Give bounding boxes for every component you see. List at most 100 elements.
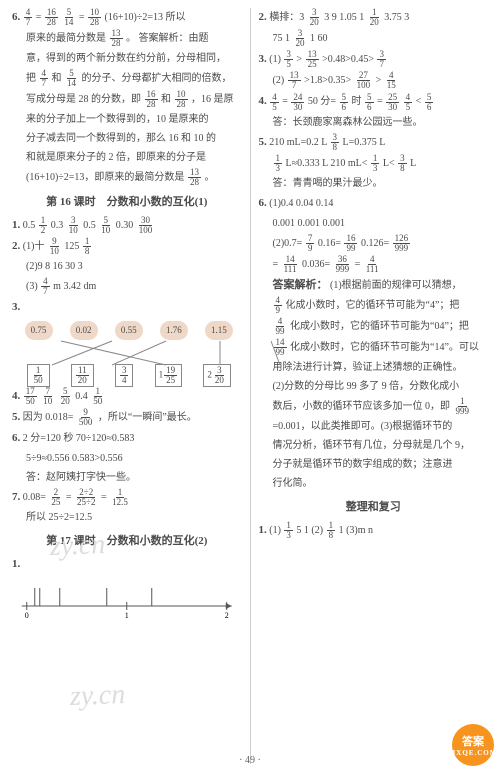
- fraction: 150: [91, 387, 104, 406]
- site-logo: 答案 MXQE.COM: [452, 724, 494, 766]
- fraction: 45: [404, 93, 413, 112]
- bubble: 1.15: [205, 321, 233, 340]
- text-line: 写成分母是 28 的分数，即 1628 和 1028 ，16 是原: [12, 90, 242, 109]
- fraction: 13: [274, 154, 283, 173]
- section-heading: 第 16 课时 分数和小数的互化(1): [12, 193, 242, 212]
- fraction: 56: [425, 93, 434, 112]
- item-number: 4.: [12, 390, 20, 402]
- bubble: 0.75: [25, 321, 53, 340]
- fraction: 520: [59, 387, 72, 406]
- fraction: 2530: [386, 93, 399, 112]
- text-line: 分子减去同一个数得到的，那么 16 和 10 的: [12, 130, 242, 147]
- fraction: 79: [306, 234, 315, 253]
- q6r-l4: = 14111 0.036= 36999 = 4111: [259, 255, 489, 274]
- fraction: 499: [274, 317, 287, 336]
- fraction: 38: [398, 154, 407, 173]
- fraction: 14111: [282, 255, 299, 274]
- analysis-line: =0.001，以此类推即可。(3)根据循环节的: [259, 418, 489, 435]
- q2b: (2)9 8 16 30 3: [12, 258, 242, 275]
- box: 150: [27, 364, 50, 387]
- q4r-ans: 答：长颈鹿家离森林公园远一些。: [259, 114, 489, 131]
- fraction: 225: [49, 488, 62, 507]
- q2c: (3) 47 m 3.42 dm: [12, 277, 242, 296]
- q1: 1. 0.5 12 0.3 310 0.5 510 0.30 30100: [12, 216, 242, 235]
- analysis-line: 情况分析，循环节有几位，分母就是几个 9，: [259, 437, 489, 454]
- box: 11925: [155, 364, 183, 387]
- box: 2320: [203, 364, 231, 387]
- box-row: 150 1120 34 11925 2320: [16, 364, 242, 387]
- fraction: 47: [41, 277, 50, 296]
- analysis-line: 用除法进行计算，验证上述猜想的正确性。: [259, 359, 489, 376]
- bubble: 1.76: [160, 321, 188, 340]
- fraction: 910: [48, 237, 61, 256]
- q6r-l2: 0.001 0.001 0.001: [259, 215, 489, 232]
- fraction: 112.5: [110, 488, 130, 507]
- q2a: 2. (1)十 910 125 18: [12, 237, 242, 256]
- q6l2: 5÷9≈0.556 0.583>0.556: [12, 450, 242, 467]
- section-heading: 第 17 课时 分数和小数的互化(2): [12, 532, 242, 551]
- zl-q1: 1. (1) 13 5 1 (2) 18 1 (3)m n: [259, 521, 489, 540]
- q5r-ans: 答：青青喝的果汁最少。: [259, 175, 489, 192]
- item-number: 6.: [12, 11, 20, 23]
- analysis-line: 数后，小数的循环节应该多加一位 0，即 1999: [259, 397, 489, 416]
- fraction: 27100: [355, 71, 373, 90]
- fraction: 1325: [306, 50, 319, 69]
- fraction: 35: [284, 50, 293, 69]
- analysis-label: 答案解析：: [273, 279, 328, 291]
- q3r: 3. (1) 35 > 1325 >0.48>0.45> 37: [259, 50, 489, 69]
- fraction: 47: [24, 8, 33, 27]
- item-number: 1.: [259, 524, 267, 536]
- bubble: 0.55: [115, 321, 143, 340]
- item-number: 5.: [12, 411, 20, 423]
- bubble-row: 0.75 0.02 0.55 1.76 1.15: [16, 321, 242, 340]
- q6l1: 6. 2 分=120 秒 70÷120≈0.583: [12, 429, 242, 448]
- fraction: 49: [274, 296, 283, 315]
- page-number: · 49 ·: [239, 755, 261, 766]
- fraction: 1028: [175, 90, 188, 109]
- matching-diagram: 0.75 0.02 0.55 1.76 1.15 150 1120 34: [16, 321, 242, 385]
- fraction: 514: [65, 69, 78, 88]
- item-number: 1.: [12, 219, 20, 231]
- fraction: 56: [365, 93, 374, 112]
- q2r-l2: 75 1 320 1 60: [259, 29, 489, 48]
- fraction: 37: [377, 50, 386, 69]
- fraction: 36999: [334, 255, 352, 274]
- q3r-l2: (2) 137 >1.8>0.35> 27100 > 415: [259, 71, 489, 90]
- fraction: 1628: [145, 90, 158, 109]
- q7: 7. 0.08= 225 = 2÷225÷2 = 112.5: [12, 488, 242, 507]
- q4r: 4. 45 = 2430 50 分= 56 时 56 = 2530 45 < 5…: [259, 92, 489, 111]
- section-heading: 整理和复习: [259, 498, 489, 517]
- box: 34: [115, 364, 134, 387]
- fraction: 30100: [137, 216, 155, 235]
- analysis-line: (2)分数的分母比 99 多了 9 倍，分数化成小: [259, 378, 489, 395]
- fraction: 137: [288, 71, 301, 90]
- box: 1120: [71, 364, 94, 387]
- analysis: 答案解析： (1)根据前面的规律可以猜想，: [259, 276, 489, 295]
- q6r: 6. (1)0.4 0.04 0.14: [259, 194, 489, 213]
- fraction: 18: [327, 521, 336, 540]
- fraction: 12: [39, 216, 48, 235]
- item-number: 2.: [259, 11, 267, 23]
- analysis-line: 行化简。: [259, 475, 489, 492]
- item-number: 3.: [12, 301, 20, 313]
- q7b: 所以 25÷2=12.5: [12, 509, 242, 526]
- right-column: 2. 横排：3 320 3 9 1.05 1 120 3.75 3 75 1 3…: [259, 8, 489, 764]
- text-line: 把 47 和 514 的分子、分母都扩大相同的倍数，: [12, 69, 242, 88]
- q4: 4. 1750 710 520 0.4 150: [12, 387, 242, 406]
- left-column: 6. 47 = 1628 514 = 1028 (16+10)÷2=13 所以 …: [12, 8, 242, 764]
- fraction: 1750: [24, 387, 37, 406]
- item-number: 7.: [12, 491, 20, 503]
- fraction: 1999: [454, 397, 472, 416]
- fraction: 13: [284, 521, 293, 540]
- fraction: 310: [67, 216, 80, 235]
- fraction: 1628: [45, 8, 58, 27]
- logo-subtext: MXQE.COM: [449, 749, 498, 757]
- fraction: 710: [41, 387, 54, 406]
- svg-text:1: 1: [125, 611, 129, 618]
- item-number: 6.: [12, 432, 20, 444]
- fraction: 415: [385, 71, 398, 90]
- analysis-line: 1499 化成小数时，它的循环节可能为“14”。可以: [259, 338, 489, 357]
- q2r: 2. 横排：3 320 3 9 1.05 1 120 3.75 3: [259, 8, 489, 27]
- text-line: 和就是原来分子的 2 倍，即原来的分子是: [12, 149, 242, 166]
- fraction: 126999: [393, 234, 411, 253]
